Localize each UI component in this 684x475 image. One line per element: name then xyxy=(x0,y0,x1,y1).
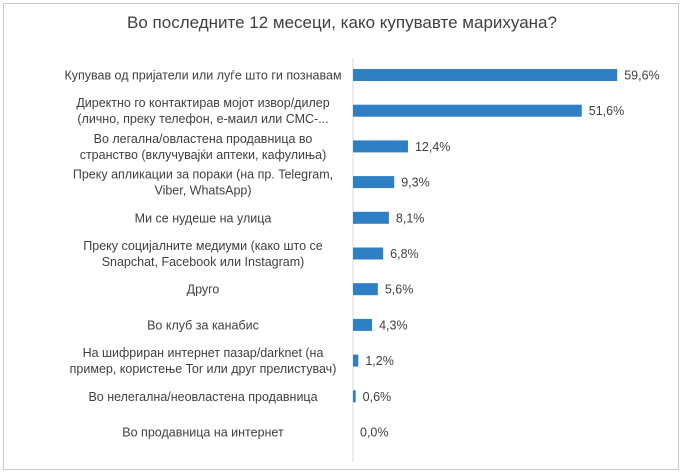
category-label: Ми се нудеше на улица xyxy=(135,211,272,225)
bar xyxy=(353,176,395,189)
data-label: 0,6% xyxy=(363,390,392,404)
category-label: Во клуб за канабис xyxy=(147,318,259,332)
category-label: На шифриран интернет пазар/darknet (на пр… xyxy=(70,346,337,376)
data-label: 9,3% xyxy=(401,176,430,190)
data-label: 51,6% xyxy=(589,104,624,118)
bar xyxy=(353,390,356,403)
bar xyxy=(353,354,359,367)
category-label: Друго xyxy=(187,283,220,297)
data-label: 12,4% xyxy=(415,140,450,154)
bar xyxy=(353,104,582,117)
category-label: Купував од пријатели или луѓе што ги поз… xyxy=(64,69,341,83)
bar xyxy=(353,69,618,81)
bar xyxy=(353,247,384,260)
bar xyxy=(353,318,373,331)
bar xyxy=(353,211,389,224)
category-label: Во легална/овластена продавница во странс… xyxy=(80,132,327,162)
category-label: Во нелегална/неовластена продавница xyxy=(88,390,317,404)
data-label: 8,1% xyxy=(396,211,425,225)
data-label: 5,6% xyxy=(385,283,414,297)
bar xyxy=(353,283,378,296)
chart-title: Во последните 12 месеци, како купувавте … xyxy=(127,13,557,32)
data-label: 0,0% xyxy=(360,426,389,440)
category-label: Директно го контактирав мојот извор/диле… xyxy=(76,96,329,126)
data-label: 1,2% xyxy=(365,354,394,368)
data-label: 4,3% xyxy=(379,318,408,332)
category-label: Во продавница на интернет xyxy=(122,426,284,440)
category-label: Преку апликации за пораки (на пр. Telegr… xyxy=(73,168,333,198)
data-label: 59,6% xyxy=(624,69,659,83)
data-label: 6,8% xyxy=(390,247,419,261)
category-label: Преку социјалните медиуми (како што се Sn… xyxy=(83,239,323,269)
bar xyxy=(353,140,408,153)
